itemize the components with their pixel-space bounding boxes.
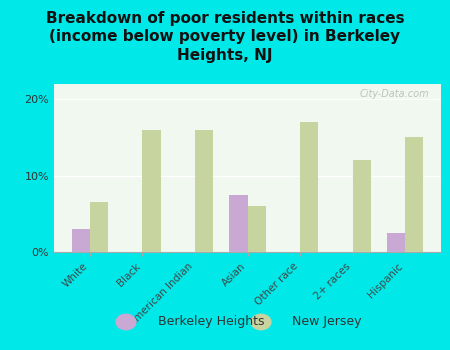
Bar xyxy=(300,122,319,252)
Bar xyxy=(90,202,108,252)
Text: Breakdown of poor residents within races
(income below poverty level) in Berkele: Breakdown of poor residents within races… xyxy=(46,10,404,63)
Text: Berkeley Heights: Berkeley Heights xyxy=(158,315,264,329)
Bar xyxy=(248,206,266,252)
Text: New Jersey: New Jersey xyxy=(292,315,362,329)
Bar xyxy=(387,233,405,252)
Text: City-Data.com: City-Data.com xyxy=(360,89,429,99)
Bar xyxy=(352,160,371,252)
Bar xyxy=(405,138,423,252)
Bar xyxy=(195,130,213,252)
Bar xyxy=(72,229,90,252)
Bar xyxy=(143,130,161,252)
Bar xyxy=(229,195,248,252)
